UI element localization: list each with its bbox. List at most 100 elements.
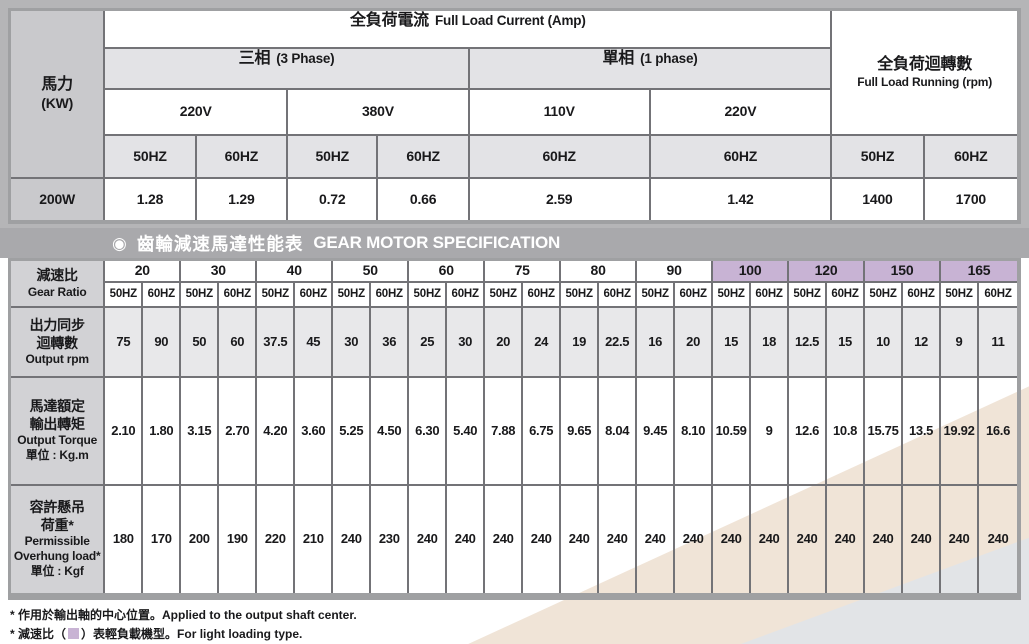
output-rpm-value: 12 xyxy=(903,307,942,379)
output-rpm-value: 15 xyxy=(827,307,866,379)
output-torque-label-cell: 馬達額定 輸出轉矩 Output Torque 單位 : Kg.m xyxy=(11,378,106,486)
output-rpm-value: 20 xyxy=(675,307,714,379)
output-torque-value: 10.8 xyxy=(827,378,866,486)
hz-subheader: 60HZ xyxy=(599,283,638,308)
hz-subheader: 50HZ xyxy=(941,283,979,308)
power-row-label: 200W xyxy=(11,179,106,220)
hz-subheader: 50HZ xyxy=(333,283,372,308)
label-line: 荷重* xyxy=(40,516,74,533)
gear-ratio-165: 165 xyxy=(941,261,1017,284)
power-header-cell: 馬力 (KW) xyxy=(11,11,106,180)
overhung-load-value: 240 xyxy=(447,485,486,593)
footnote-1-zh: * 作用於輸出軸的中心位置。 xyxy=(10,608,163,622)
footnote-2-pre: * 減速比（ xyxy=(10,627,67,641)
output-rpm-value: 60 xyxy=(219,307,258,379)
overhung-load-value: 240 xyxy=(561,485,600,593)
current-value: 2.59 xyxy=(469,179,651,220)
hz-subheader: 60HZ xyxy=(371,283,410,308)
output-torque-value: 13.5 xyxy=(903,378,942,486)
output-rpm-label-cell: 出力同步 迴轉數 Output rpm xyxy=(11,307,106,379)
label-line: Output Torque xyxy=(17,433,98,448)
footnotes: * 作用於輸出軸的中心位置。Applied to the output shaf… xyxy=(10,606,357,644)
label-line: 容許懸吊 xyxy=(29,499,85,516)
banner-title-zh: 齒輪減速馬達性能表 xyxy=(136,233,304,254)
phase3-zh: 三相 xyxy=(238,49,271,67)
label-line: 輸出轉矩 xyxy=(29,415,85,432)
hz-subheader: 60HZ xyxy=(447,283,486,308)
overhung-load-value: 240 xyxy=(599,485,638,593)
gear-ratio-label-zh: 減速比 xyxy=(36,267,78,284)
gear-ratio-header-cell: 減速比 Gear Ratio xyxy=(11,261,106,308)
footnote-1-en: Applied to the output shaft center. xyxy=(162,608,357,622)
overhung-load-value: 240 xyxy=(903,485,942,593)
footnote-2-en: For light loading type. xyxy=(177,627,303,641)
hz-header: 60HZ xyxy=(650,135,833,180)
three-phase-header: 三相 (3 Phase) xyxy=(105,48,470,91)
overhung-load-value: 240 xyxy=(409,485,448,593)
phase1-en: (1 phase) xyxy=(640,50,698,66)
overhung-load-value: 240 xyxy=(675,485,714,593)
output-rpm-value: 50 xyxy=(181,307,220,379)
overhung-load-value: 240 xyxy=(941,485,979,593)
overhung-load-value: 240 xyxy=(827,485,866,593)
output-torque-value: 9.45 xyxy=(637,378,676,486)
full-load-running-header: 全負荷迴轉數 Full Load Running (rpm) xyxy=(832,11,1017,136)
hz-subheader: 50HZ xyxy=(257,283,296,308)
overhung-load-value: 200 xyxy=(181,485,220,593)
hz-header: 50HZ xyxy=(105,135,197,180)
output-torque-value: 2.70 xyxy=(219,378,258,486)
overhung-load-value: 240 xyxy=(523,485,562,593)
phase1-zh: 單相 xyxy=(602,49,635,67)
output-torque-value: 8.10 xyxy=(675,378,714,486)
hz-header: 50HZ xyxy=(832,135,925,180)
output-rpm-value: 22.5 xyxy=(599,307,638,379)
gear-ratio-80: 80 xyxy=(561,261,638,284)
single-phase-header: 單相 (1 phase) xyxy=(469,48,833,91)
output-torque-value: 9.65 xyxy=(561,378,600,486)
overhung-load-value: 240 xyxy=(865,485,904,593)
gear-ratio-60: 60 xyxy=(409,261,486,284)
output-rpm-value: 11 xyxy=(979,307,1017,379)
overhung-load-value: 230 xyxy=(371,485,410,593)
voltage-380v-3ph: 380V xyxy=(288,90,470,136)
output-torque-value: 4.20 xyxy=(257,378,296,486)
rpm-title-en: Full Load Running (rpm) xyxy=(857,74,992,89)
gear-ratio-120: 120 xyxy=(789,261,866,284)
output-rpm-value: 9 xyxy=(941,307,979,379)
output-rpm-value: 75 xyxy=(105,307,144,379)
current-value: 1.28 xyxy=(105,179,197,220)
gear-ratio-90: 90 xyxy=(637,261,714,284)
label-line: Output rpm xyxy=(25,352,90,367)
overhung-load-value: 210 xyxy=(295,485,334,593)
output-torque-value: 7.88 xyxy=(485,378,524,486)
hz-subheader: 60HZ xyxy=(827,283,866,308)
hz-subheader: 60HZ xyxy=(903,283,942,308)
hz-subheader: 50HZ xyxy=(789,283,828,308)
output-torque-value: 5.40 xyxy=(447,378,486,486)
hz-subheader: 50HZ xyxy=(105,283,144,308)
footnote-1: * 作用於輸出軸的中心位置。Applied to the output shaf… xyxy=(10,606,357,625)
hz-subheader: 50HZ xyxy=(713,283,752,308)
hz-subheader: 60HZ xyxy=(295,283,334,308)
current-title-en: Full Load Current (Amp) xyxy=(434,13,586,28)
output-rpm-value: 24 xyxy=(523,307,562,379)
output-rpm-value: 10 xyxy=(865,307,904,379)
full-load-current-table: 馬力 (KW) 全負荷電流 Full Load Current (Amp) 全負… xyxy=(8,8,1021,224)
output-torque-value: 3.15 xyxy=(181,378,220,486)
output-torque-value: 16.6 xyxy=(979,378,1017,486)
output-torque-value: 8.04 xyxy=(599,378,638,486)
output-torque-value: 1.80 xyxy=(143,378,182,486)
gear-ratio-50: 50 xyxy=(333,261,410,284)
hz-header: 50HZ xyxy=(288,135,379,180)
footnote-2: * 減速比（ ）表輕負載機型。For light loading type. xyxy=(10,625,357,644)
section-banner: ◉ 齒輪減速馬達性能表 GEAR MOTOR SPECIFICATION xyxy=(0,228,1029,258)
power-label-zh: 馬力 xyxy=(41,76,73,94)
output-rpm-value: 37.5 xyxy=(257,307,296,379)
output-torque-value: 19.92 xyxy=(941,378,979,486)
output-torque-value: 4.50 xyxy=(371,378,410,486)
hz-subheader: 60HZ xyxy=(143,283,182,308)
gear-ratio-30: 30 xyxy=(181,261,258,284)
hz-subheader: 50HZ xyxy=(409,283,448,308)
overhung-load-value: 170 xyxy=(143,485,182,593)
